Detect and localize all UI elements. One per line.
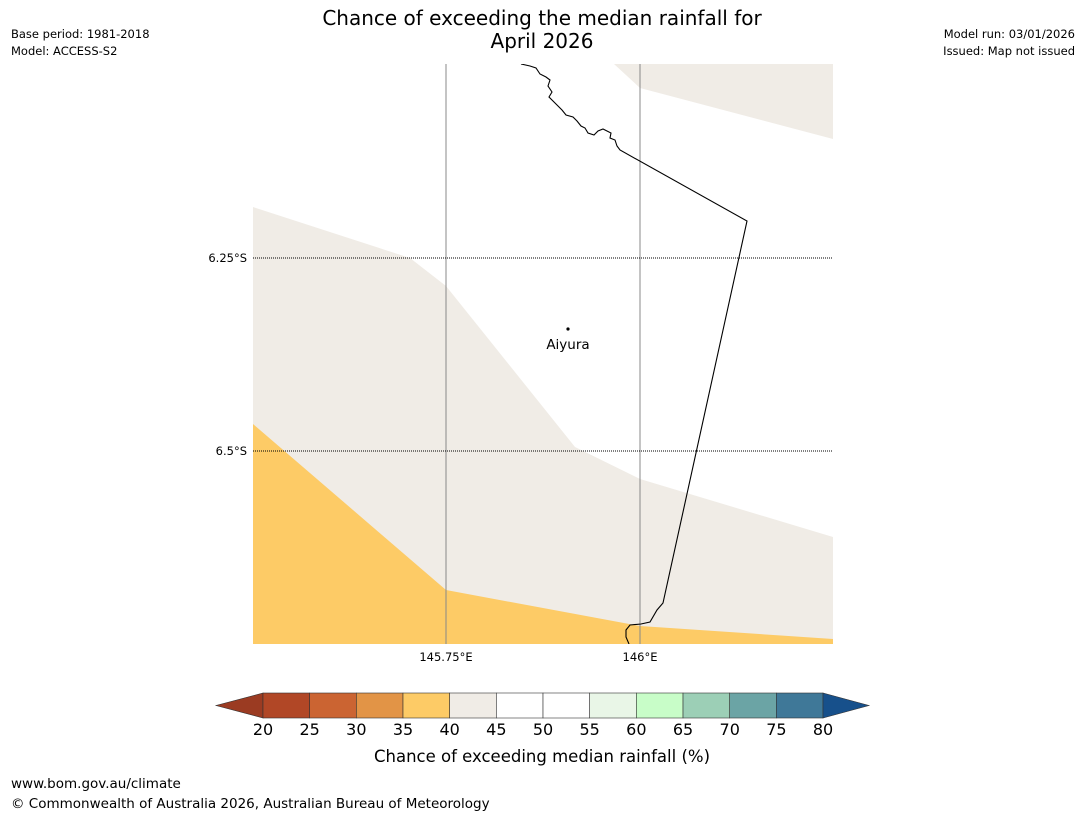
region-40-45	[253, 207, 833, 644]
footer-url[interactable]: www.bom.gov.au/climate	[11, 776, 181, 792]
model-text: Model: ACCESS-S2	[11, 44, 118, 58]
colorbar-box-45-50	[496, 692, 544, 719]
colorbar-box-20-25	[262, 692, 310, 719]
region-35-40	[253, 424, 833, 644]
meta-left: Base period: 1981-2018 Model: ACCESS-S2	[11, 26, 150, 60]
aiyura-label: Aiyura	[546, 337, 589, 353]
colorbar-tick-30: 30	[346, 720, 366, 739]
colorbar-tick-35: 35	[393, 720, 413, 739]
title-line-2: April 2026	[490, 29, 594, 53]
colorbar-tick-50: 50	[533, 720, 553, 739]
colorbar-box-35-40	[402, 692, 450, 719]
colorbar-ticks: 20 25 30 35 40 45 50 55 60 65 70 75 80	[253, 720, 833, 739]
colorbar-tick-25: 25	[299, 720, 319, 739]
colorbar-box-40-45	[449, 692, 497, 719]
map-title: Chance of exceeding the median rainfall …	[242, 7, 842, 53]
title-line-1: Chance of exceeding the median rainfall …	[322, 6, 762, 30]
issued-text: Issued: Map not issued	[943, 44, 1075, 58]
base-period-text: Base period: 1981-2018	[11, 27, 150, 41]
colorbar-box-75-80	[776, 692, 824, 719]
colorbar-tick-60: 60	[626, 720, 646, 739]
colorbar-box-65-70	[682, 692, 731, 719]
footer: www.bom.gov.au/climate © Commonwealth of…	[11, 774, 490, 814]
footer-copyright: © Commonwealth of Australia 2026, Austra…	[11, 796, 490, 812]
colorbar-tick-45: 45	[486, 720, 506, 739]
lat-label-6-25: 6.25°S	[208, 251, 247, 265]
colorbar-tick-40: 40	[440, 720, 460, 739]
colorbar-boxes	[262, 692, 824, 719]
colorbar-box-60-65	[636, 692, 684, 719]
colorbar-tick-55: 55	[580, 720, 600, 739]
colorbar-label: Chance of exceeding median rainfall (%)	[374, 747, 710, 766]
colorbar-tick-70: 70	[720, 720, 740, 739]
colorbar-below-arrow	[214, 692, 264, 719]
colorbar-tick-20: 20	[253, 720, 273, 739]
model-run-text: Model run: 03/01/2026	[943, 27, 1075, 41]
colorbar-tick-80: 80	[813, 720, 833, 739]
region-40-45-top-right	[614, 64, 833, 139]
meta-right: Model run: 03/01/2026 Issued: Map not is…	[943, 26, 1075, 60]
colorbar-above-arrow	[822, 692, 871, 719]
lon-label-146: 146°E	[623, 650, 658, 664]
aiyura-marker	[566, 327, 570, 331]
province-boundary	[520, 64, 748, 644]
colorbar-tick-65: 65	[673, 720, 693, 739]
colorbar: 20 25 30 35 40 45 50 55 60 65 70 75 80 Chance of exc…	[214, 692, 871, 766]
map-frame: Aiyura	[253, 64, 833, 644]
lat-label-6-5: 6.5°S	[216, 444, 247, 458]
colorbar-box-30-35	[356, 692, 404, 719]
lon-label-145-75: 145.75°E	[419, 650, 472, 664]
colorbar-tick-75: 75	[766, 720, 786, 739]
colorbar-box-25-30	[309, 692, 357, 719]
colorbar-box-70-75	[729, 692, 777, 719]
colorbar-box-50-55	[542, 692, 590, 719]
colorbar-box-55-60	[589, 692, 637, 719]
map: Aiyura 6.25°S 6.5°S 145.75°E 146°E	[208, 64, 833, 664]
